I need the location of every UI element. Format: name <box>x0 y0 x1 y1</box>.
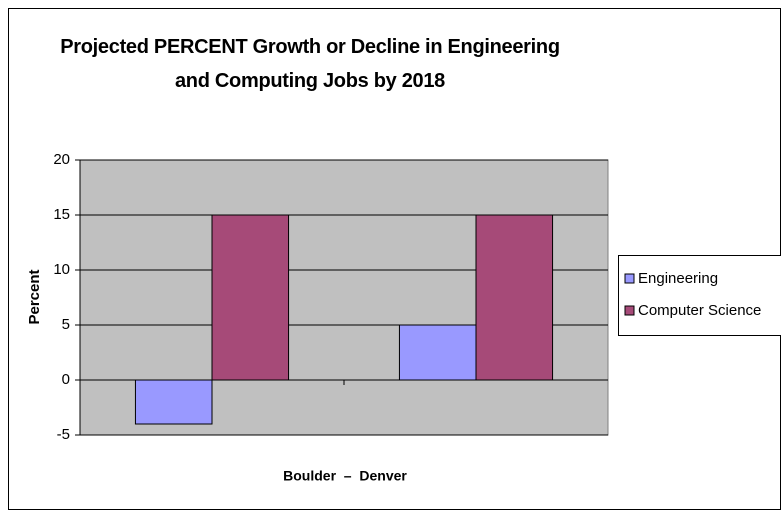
bar <box>398 324 477 381</box>
y-tick-label: 10 <box>53 261 70 278</box>
y-tick-label: 20 <box>53 151 70 168</box>
legend-swatch <box>624 273 635 284</box>
y-tick-label: 0 <box>62 371 70 388</box>
legend-swatch <box>624 305 635 316</box>
y-tick-label: -5 <box>57 426 70 443</box>
legend-label: Computer Science <box>638 302 761 319</box>
chart-title: Projected PERCENT Growth or Decline in E… <box>60 36 560 92</box>
bar <box>211 214 290 381</box>
y-axis-label: Percent <box>26 269 43 324</box>
x-axis-label: Boulder – Denver <box>283 468 407 484</box>
legend-label: Engineering <box>638 270 718 287</box>
bar <box>134 379 213 425</box>
bar <box>475 214 554 381</box>
legend-box <box>618 255 781 336</box>
y-tick-label: 15 <box>53 206 70 223</box>
y-tick-label: 5 <box>62 316 70 333</box>
